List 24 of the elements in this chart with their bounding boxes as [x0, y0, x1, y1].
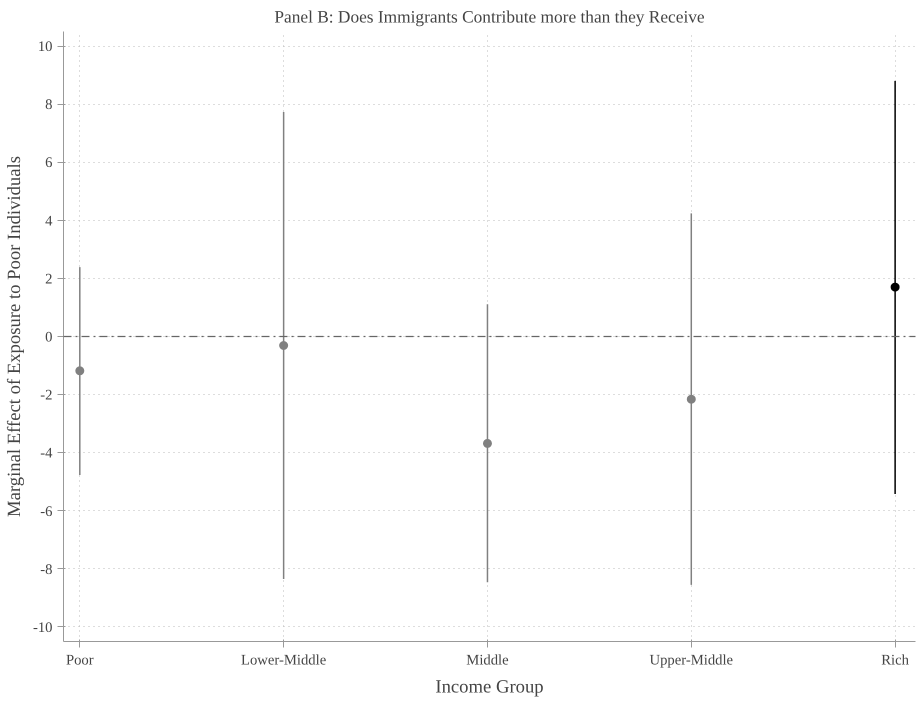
x-axis-title: Income Group [435, 676, 544, 698]
x-tick-label: Poor [66, 652, 94, 668]
y-tick-label: -10 [32, 620, 53, 636]
x-tick-label: Lower-Middle [241, 652, 326, 668]
x-tick-label: Middle [466, 652, 509, 668]
point [75, 366, 84, 376]
y-axis-title: Marginal Effect of Exposure to Poor Individuals [4, 156, 25, 517]
point [482, 438, 492, 448]
y-tick-label: 10 [38, 39, 52, 56]
chart-title: Panel B: Does Immigrants Contribute more than they Receive [274, 8, 705, 26]
point [686, 394, 696, 404]
point [890, 282, 900, 292]
x-tick-label: Rich [881, 652, 910, 668]
y-tick-label: 0 [45, 330, 52, 346]
y-tick-label: 8 [45, 97, 52, 114]
y-tick-label: -8 [40, 562, 53, 578]
y-tick-label: 2 [45, 271, 52, 288]
y-tick-label: -2 [40, 388, 53, 404]
x-tick-label: Upper-Middle [650, 652, 734, 668]
point [279, 341, 288, 350]
y-tick-label: 6 [45, 155, 52, 172]
y-tick-label: -4 [40, 446, 54, 462]
y-tick-label: 4 [45, 213, 54, 230]
y-tick-label: -6 [40, 504, 53, 520]
